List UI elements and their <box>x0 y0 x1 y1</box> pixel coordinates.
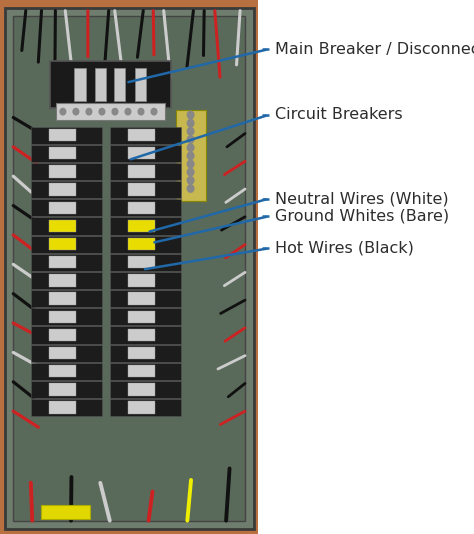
FancyBboxPatch shape <box>128 274 155 287</box>
FancyBboxPatch shape <box>128 165 155 178</box>
FancyBboxPatch shape <box>5 8 254 529</box>
FancyBboxPatch shape <box>49 183 76 196</box>
FancyBboxPatch shape <box>128 383 155 396</box>
Circle shape <box>187 152 194 160</box>
FancyBboxPatch shape <box>128 202 155 214</box>
Circle shape <box>187 120 194 127</box>
Text: Neutral Wires (White): Neutral Wires (White) <box>275 191 448 206</box>
Text: Circuit Breakers: Circuit Breakers <box>275 107 402 122</box>
FancyBboxPatch shape <box>49 329 76 341</box>
FancyBboxPatch shape <box>110 363 181 380</box>
FancyBboxPatch shape <box>31 326 102 343</box>
FancyBboxPatch shape <box>0 0 258 534</box>
FancyBboxPatch shape <box>31 344 102 362</box>
FancyBboxPatch shape <box>110 199 181 216</box>
FancyBboxPatch shape <box>110 181 181 198</box>
FancyBboxPatch shape <box>49 220 76 232</box>
Circle shape <box>187 144 194 151</box>
Text: Hot Wires (Black): Hot Wires (Black) <box>275 241 414 256</box>
FancyBboxPatch shape <box>135 68 146 101</box>
Circle shape <box>187 168 194 176</box>
FancyBboxPatch shape <box>31 254 102 271</box>
Text: Main Breaker / Disconnect: Main Breaker / Disconnect <box>275 42 474 57</box>
FancyBboxPatch shape <box>41 505 90 519</box>
Circle shape <box>151 108 157 115</box>
FancyBboxPatch shape <box>110 399 181 416</box>
Circle shape <box>138 108 144 115</box>
FancyBboxPatch shape <box>110 163 181 180</box>
Circle shape <box>187 160 194 168</box>
FancyBboxPatch shape <box>49 202 76 214</box>
FancyBboxPatch shape <box>31 181 102 198</box>
FancyBboxPatch shape <box>128 347 155 359</box>
FancyBboxPatch shape <box>49 238 76 250</box>
Circle shape <box>187 128 194 135</box>
FancyBboxPatch shape <box>128 402 155 414</box>
FancyBboxPatch shape <box>31 127 102 144</box>
FancyBboxPatch shape <box>110 254 181 271</box>
Circle shape <box>86 108 92 115</box>
Circle shape <box>73 108 79 115</box>
Circle shape <box>60 108 66 115</box>
FancyBboxPatch shape <box>110 308 181 325</box>
FancyBboxPatch shape <box>31 272 102 289</box>
FancyBboxPatch shape <box>74 68 86 101</box>
FancyBboxPatch shape <box>31 199 102 216</box>
FancyBboxPatch shape <box>31 308 102 325</box>
FancyBboxPatch shape <box>56 103 165 121</box>
FancyBboxPatch shape <box>13 16 245 521</box>
FancyBboxPatch shape <box>128 293 155 305</box>
FancyBboxPatch shape <box>49 274 76 287</box>
Text: Ground Whites (Bare): Ground Whites (Bare) <box>275 209 449 224</box>
Circle shape <box>125 108 131 115</box>
Circle shape <box>99 108 105 115</box>
FancyBboxPatch shape <box>110 381 181 398</box>
FancyBboxPatch shape <box>110 290 181 307</box>
FancyBboxPatch shape <box>31 381 102 398</box>
Circle shape <box>187 136 194 143</box>
FancyBboxPatch shape <box>31 290 102 307</box>
FancyBboxPatch shape <box>110 344 181 362</box>
FancyBboxPatch shape <box>49 256 76 269</box>
FancyBboxPatch shape <box>31 235 102 253</box>
FancyBboxPatch shape <box>50 61 171 108</box>
FancyBboxPatch shape <box>128 329 155 341</box>
FancyBboxPatch shape <box>31 163 102 180</box>
FancyBboxPatch shape <box>49 293 76 305</box>
FancyBboxPatch shape <box>128 220 155 232</box>
FancyBboxPatch shape <box>128 129 155 142</box>
Circle shape <box>112 108 118 115</box>
FancyBboxPatch shape <box>49 165 76 178</box>
FancyBboxPatch shape <box>128 365 155 378</box>
FancyBboxPatch shape <box>49 147 76 160</box>
FancyBboxPatch shape <box>175 111 206 201</box>
FancyBboxPatch shape <box>49 311 76 323</box>
FancyBboxPatch shape <box>128 183 155 196</box>
FancyBboxPatch shape <box>31 363 102 380</box>
FancyBboxPatch shape <box>49 365 76 378</box>
Circle shape <box>187 177 194 184</box>
FancyBboxPatch shape <box>49 347 76 359</box>
FancyBboxPatch shape <box>49 402 76 414</box>
FancyBboxPatch shape <box>49 383 76 396</box>
FancyBboxPatch shape <box>110 326 181 343</box>
FancyBboxPatch shape <box>110 235 181 253</box>
Circle shape <box>187 111 194 119</box>
FancyBboxPatch shape <box>128 256 155 269</box>
FancyBboxPatch shape <box>128 238 155 250</box>
FancyBboxPatch shape <box>49 129 76 142</box>
FancyBboxPatch shape <box>110 127 181 144</box>
FancyBboxPatch shape <box>114 68 126 101</box>
Circle shape <box>187 185 194 192</box>
FancyBboxPatch shape <box>31 399 102 416</box>
FancyBboxPatch shape <box>110 217 181 234</box>
FancyBboxPatch shape <box>128 147 155 160</box>
FancyBboxPatch shape <box>110 272 181 289</box>
FancyBboxPatch shape <box>128 311 155 323</box>
FancyBboxPatch shape <box>95 68 106 101</box>
FancyBboxPatch shape <box>31 145 102 162</box>
FancyBboxPatch shape <box>110 145 181 162</box>
FancyBboxPatch shape <box>31 217 102 234</box>
